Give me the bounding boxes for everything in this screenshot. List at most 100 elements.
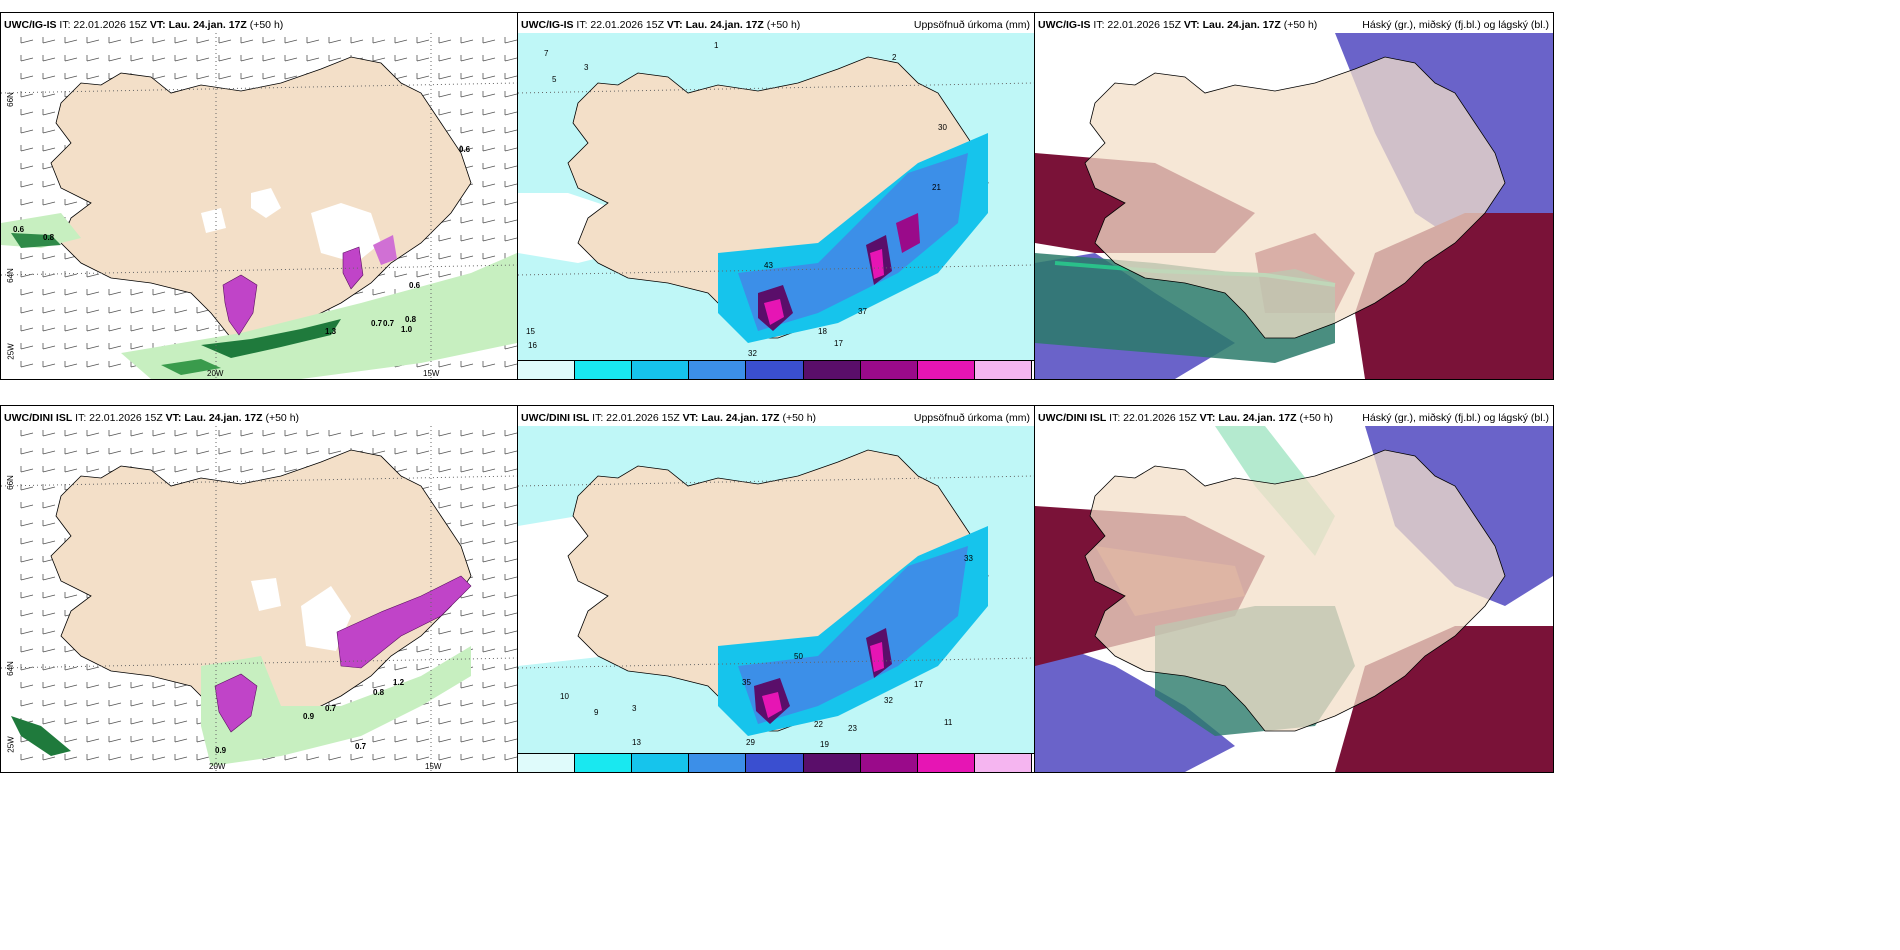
wind-barb xyxy=(130,289,144,296)
wind-barb xyxy=(416,754,430,761)
wind-barb xyxy=(196,55,210,62)
wind-barb xyxy=(504,646,517,653)
wind-barb xyxy=(42,448,56,455)
value-label: 0.8 xyxy=(373,688,385,697)
wind-barb xyxy=(42,592,56,599)
wind-barb xyxy=(174,289,188,296)
precip-map xyxy=(518,426,1034,754)
wind-barb xyxy=(460,127,474,134)
wind-barb xyxy=(86,361,100,368)
wind-barb xyxy=(482,199,496,206)
value-label: 5 xyxy=(552,75,557,84)
panel-header: UWC/IG-IS IT: 22.01.2026 15Z VT: Lau. 24… xyxy=(1038,19,1317,31)
wind-barb xyxy=(64,466,78,473)
value-label: 15 xyxy=(526,327,535,336)
wind-barb xyxy=(482,181,496,188)
wind-barb xyxy=(218,466,232,473)
precip-magenta xyxy=(214,673,258,733)
valid-time: VT: Lau. 24.jan. 17Z xyxy=(666,19,764,31)
value-label: 35 xyxy=(742,678,751,687)
wind-map xyxy=(1,33,517,379)
wind-barb xyxy=(416,466,430,473)
wind-barb xyxy=(394,430,408,437)
model-name: UWC/IG-IS xyxy=(4,19,57,31)
iceland-land xyxy=(1084,56,1506,339)
wind-barb xyxy=(86,430,100,437)
wind-barb xyxy=(152,466,166,473)
wind-barb xyxy=(42,574,56,581)
wind-barb xyxy=(174,55,188,62)
wind-barb xyxy=(262,430,276,437)
wind-barb xyxy=(394,718,408,725)
wind-barb xyxy=(394,55,408,62)
panel-title: Uppsöfnuð úrkoma (mm) xyxy=(913,19,1030,31)
precip-150 xyxy=(764,299,784,325)
wind-barb xyxy=(152,700,166,707)
wind-barb xyxy=(438,754,452,761)
wind-barb xyxy=(460,538,474,545)
wind-barb xyxy=(64,664,78,671)
wind-barb xyxy=(64,718,78,725)
wind-barb xyxy=(482,646,496,653)
wind-barb xyxy=(394,73,408,80)
wind-barb xyxy=(306,754,320,761)
wind-barb xyxy=(108,361,122,368)
glacier xyxy=(251,188,281,218)
colorbar-segment xyxy=(803,361,861,379)
wind-barb xyxy=(20,502,34,509)
wind-barb xyxy=(64,754,78,761)
wind-barb xyxy=(20,484,34,491)
wind-barb xyxy=(262,37,276,44)
wind-barb xyxy=(218,430,232,437)
value-label: 13 xyxy=(632,738,641,747)
wind-barb xyxy=(152,307,166,314)
wind-barb xyxy=(42,430,56,437)
wind-barb xyxy=(42,361,56,368)
colorbar-segment xyxy=(518,361,576,379)
lead-time: (+50 h) xyxy=(782,412,817,424)
wind-barb xyxy=(284,73,298,80)
wind-barb xyxy=(130,754,144,761)
wind-barb xyxy=(438,271,452,278)
wind-barb xyxy=(482,538,496,545)
wind-barb xyxy=(42,271,56,278)
wind-barb xyxy=(174,325,188,332)
valid-time: VT: Lau. 24.jan. 17Z xyxy=(165,412,263,424)
wind-barb xyxy=(196,37,210,44)
panel-title: Uppsöfnuð úrkoma (mm) xyxy=(913,412,1030,424)
value-label: 16 xyxy=(528,341,537,350)
wind-barb xyxy=(504,718,517,725)
wind-barb xyxy=(174,307,188,314)
value-label: 1.2 xyxy=(393,678,405,687)
wind-barb xyxy=(218,73,232,80)
precip-150 xyxy=(870,249,884,279)
wind-barb xyxy=(130,682,144,689)
panel-clouds-dini: UWC/DINI ISL IT: 22.01.2026 15Z VT: Lau.… xyxy=(1034,405,1554,773)
wind-barb xyxy=(262,466,276,473)
wind-map xyxy=(1,426,517,772)
wind-barb xyxy=(240,448,254,455)
wind-barb xyxy=(482,37,496,44)
wind-barb xyxy=(504,754,517,761)
value-label: 0.6 xyxy=(13,225,25,234)
wind-barb xyxy=(504,466,517,473)
value-label: 17 xyxy=(914,680,923,689)
wind-barb xyxy=(20,307,34,314)
wind-barb xyxy=(482,754,496,761)
wind-barb xyxy=(86,736,100,743)
wind-barb xyxy=(460,55,474,62)
wind-barb xyxy=(42,37,56,44)
wind-barb xyxy=(86,448,100,455)
panel-wind-ig-is: UWC/IG-IS IT: 22.01.2026 15Z VT: Lau. 24… xyxy=(0,12,518,380)
wind-barb xyxy=(284,448,298,455)
wind-barb xyxy=(416,718,430,725)
valid-time: VT: Lau. 24.jan. 17Z xyxy=(1183,19,1281,31)
lon-label: 25W xyxy=(6,736,16,753)
wind-barb xyxy=(504,217,517,224)
wind-barb xyxy=(174,430,188,437)
wind-barb xyxy=(196,754,210,761)
wind-barb xyxy=(64,55,78,62)
value-label: 37 xyxy=(858,307,867,316)
wind-barb xyxy=(504,628,517,635)
wind-barb xyxy=(20,664,34,671)
